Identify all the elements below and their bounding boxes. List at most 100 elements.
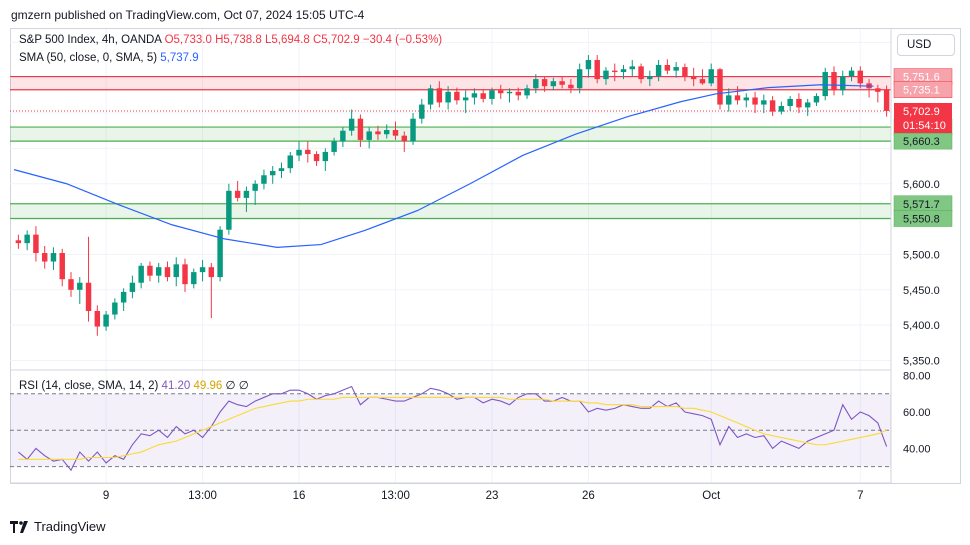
candle-body xyxy=(226,190,232,230)
tradingview-brand-label: TradingView xyxy=(34,519,106,534)
rsi-ma-value: 49.96 xyxy=(193,380,223,392)
price-axis-label: 5,450.0 xyxy=(903,285,940,297)
candle-body xyxy=(287,155,293,169)
currency-button[interactable]: USD xyxy=(897,34,955,56)
time-axis-label: 13:00 xyxy=(188,490,217,502)
candle-body xyxy=(401,135,407,142)
candle-body xyxy=(15,240,22,244)
candle-body xyxy=(673,67,679,71)
candle-body xyxy=(743,97,750,101)
candle-body xyxy=(550,81,557,87)
tradingview-logo-icon xyxy=(10,520,28,533)
candle-body xyxy=(506,91,513,94)
candle-body xyxy=(769,100,776,112)
candle-body xyxy=(454,91,460,101)
candle-body xyxy=(857,70,864,84)
time-axis-label: 13:00 xyxy=(381,490,410,502)
candle-body xyxy=(50,253,57,262)
rsi-line xyxy=(18,385,888,472)
candle-body xyxy=(655,64,662,77)
candle-body xyxy=(796,98,802,108)
candle-body xyxy=(559,81,565,85)
candle-body xyxy=(734,95,741,101)
candle-body xyxy=(427,88,434,105)
candle-body xyxy=(340,130,346,142)
candle-body xyxy=(252,183,258,191)
rsi-axis-label: 40.00 xyxy=(903,443,931,455)
candle-body xyxy=(541,79,548,87)
candle-body xyxy=(778,105,785,112)
candle-body xyxy=(489,90,495,99)
candle-body xyxy=(191,272,197,285)
candle-body xyxy=(41,253,48,262)
time-axis-label: 7 xyxy=(857,490,863,502)
candle-body xyxy=(813,96,820,103)
candle-body xyxy=(445,91,451,103)
rsi-axis-label: 80.00 xyxy=(903,371,931,383)
zone-price-label: 5,571.7 xyxy=(903,199,940,211)
candle-body xyxy=(840,76,846,91)
rsi-extra-1: ∅ xyxy=(225,380,236,392)
candle-body xyxy=(638,66,644,80)
candle-body xyxy=(647,76,653,80)
candle-body xyxy=(594,60,600,80)
candle-body xyxy=(305,149,311,155)
rsi-label: RSI (14, close, SMA, 14, 2) xyxy=(19,380,159,392)
rsi-value: 41.20 xyxy=(161,380,191,392)
candle-body xyxy=(182,264,188,285)
candle-body xyxy=(682,67,688,77)
tradingview-logo[interactable]: TradingView xyxy=(10,519,106,534)
candle-body xyxy=(313,154,320,162)
candle-body xyxy=(480,93,486,99)
candle-body xyxy=(883,89,890,111)
candle-body xyxy=(392,130,399,136)
candle-body xyxy=(612,70,618,73)
rsi-legend[interactable]: RSI (14, close, SMA, 14, 2) 41.20 49.96 … xyxy=(19,378,249,392)
candle-body xyxy=(831,72,837,91)
candle-body xyxy=(155,267,162,276)
candle-body xyxy=(848,70,855,77)
sma-legend[interactable]: SMA (50, close, 0, SMA, 5) 5,737.9 xyxy=(19,52,199,64)
candle-body xyxy=(120,291,127,303)
time-axis-label: 26 xyxy=(582,490,595,502)
candle-body xyxy=(331,141,337,152)
candle-body xyxy=(173,264,179,278)
candle-body xyxy=(33,234,39,254)
candle-body xyxy=(261,175,267,184)
candle-body xyxy=(112,302,118,315)
candle-body xyxy=(761,100,767,105)
rsi-ma-line xyxy=(18,396,887,460)
zone-price-label: 5,735.1 xyxy=(903,85,940,97)
candle-body xyxy=(164,267,171,278)
price-axis-label: 5,600.0 xyxy=(903,179,940,191)
resistance-zone xyxy=(10,76,891,90)
candle-body xyxy=(620,69,627,73)
candle-body xyxy=(94,311,101,327)
candle-body xyxy=(68,279,74,290)
candle-body xyxy=(419,104,425,119)
candle-body xyxy=(717,69,723,105)
high-value: H5,738.8 xyxy=(215,34,262,46)
candle-body xyxy=(603,70,609,80)
candle-body xyxy=(690,76,697,80)
candle-body xyxy=(498,90,504,94)
symbol-label: S&P 500 Index, 4h, OANDA xyxy=(19,34,162,46)
candle-body xyxy=(410,118,416,142)
candle-body xyxy=(804,102,811,108)
countdown-label: 01:54:10 xyxy=(903,120,946,132)
sma-label: SMA (50, close, 0, SMA, 5) xyxy=(19,52,158,64)
price-axis-label: 5,350.0 xyxy=(903,356,940,368)
candle-body xyxy=(199,267,206,273)
candle-body xyxy=(726,95,732,105)
candle-body xyxy=(664,64,671,71)
candle-body xyxy=(234,190,241,198)
rsi-extra-2: ∅ xyxy=(238,380,249,392)
candle-body xyxy=(822,72,828,97)
zone-price-label: 5,660.3 xyxy=(903,136,940,148)
candle-body xyxy=(269,171,276,176)
time-axis-label: 9 xyxy=(103,490,109,502)
candle-body xyxy=(296,149,302,156)
zone-price-tag xyxy=(893,132,953,150)
